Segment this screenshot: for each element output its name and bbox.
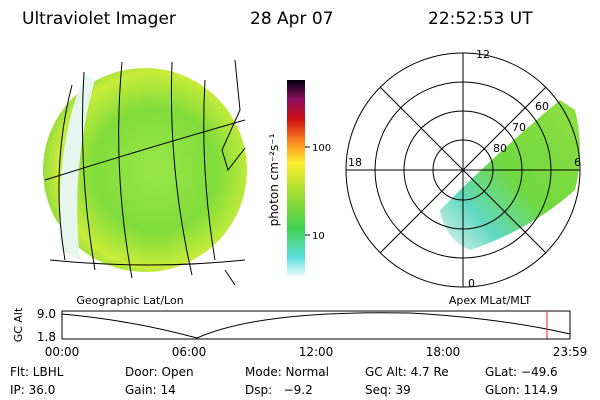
footer-field: IP: 36.0 <box>10 383 55 397</box>
mlt-label: 18 <box>348 156 362 169</box>
mlt-label: 12 <box>476 48 490 61</box>
plot-title: Geographic Lat/Lon <box>76 294 183 307</box>
plot-title: Apex MLat/MLT <box>449 294 532 307</box>
globe-image <box>43 59 247 286</box>
mlt-label: 0 <box>468 277 475 290</box>
colorbar-title: photon cm⁻²s⁻¹ <box>267 133 281 226</box>
y-tick-label: 9.0 <box>37 307 56 321</box>
footer-field: GLon: 114.9 <box>485 383 558 397</box>
mlat-label: 80 <box>493 142 507 155</box>
x-tick-label: 00:00 <box>45 345 80 359</box>
y-tick-label: 1.8 <box>37 330 56 344</box>
x-tick-label: 12:00 <box>299 345 334 359</box>
alt-curve <box>61 312 571 339</box>
colorbar <box>287 80 305 278</box>
mlat-label: 60 <box>535 100 549 113</box>
mlt-label: 6 <box>574 156 581 169</box>
y-axis-title: GC Alt <box>12 307 25 342</box>
footer-field: GLat: −49.6 <box>485 365 558 379</box>
x-tick-label: 18:00 <box>426 345 461 359</box>
colorbar-label: 100 <box>312 143 331 154</box>
footer-field: Door: Open <box>125 365 194 379</box>
x-tick-label: 06:00 <box>172 345 207 359</box>
footer-field: Seq: 39 <box>365 383 411 397</box>
polar-plot <box>345 52 581 288</box>
footer-field: Flt: LBHL <box>10 365 64 379</box>
mlat-label: 70 <box>512 121 526 134</box>
date: 28 Apr 07 <box>250 9 333 29</box>
footer-field: Gain: 14 <box>125 383 176 397</box>
x-tick-label: 23:59 <box>553 345 588 359</box>
colorbar-label: 10 <box>312 231 325 242</box>
time: 22:52:53 UT <box>428 9 533 29</box>
alt-plot <box>61 310 571 340</box>
footer-field: Mode: Normal <box>245 365 329 379</box>
title: Ultraviolet Imager <box>22 9 176 29</box>
footer-field: GC Alt: 4.7 Re <box>365 365 449 379</box>
footer-field: Dsp: −9.2 <box>245 383 313 397</box>
